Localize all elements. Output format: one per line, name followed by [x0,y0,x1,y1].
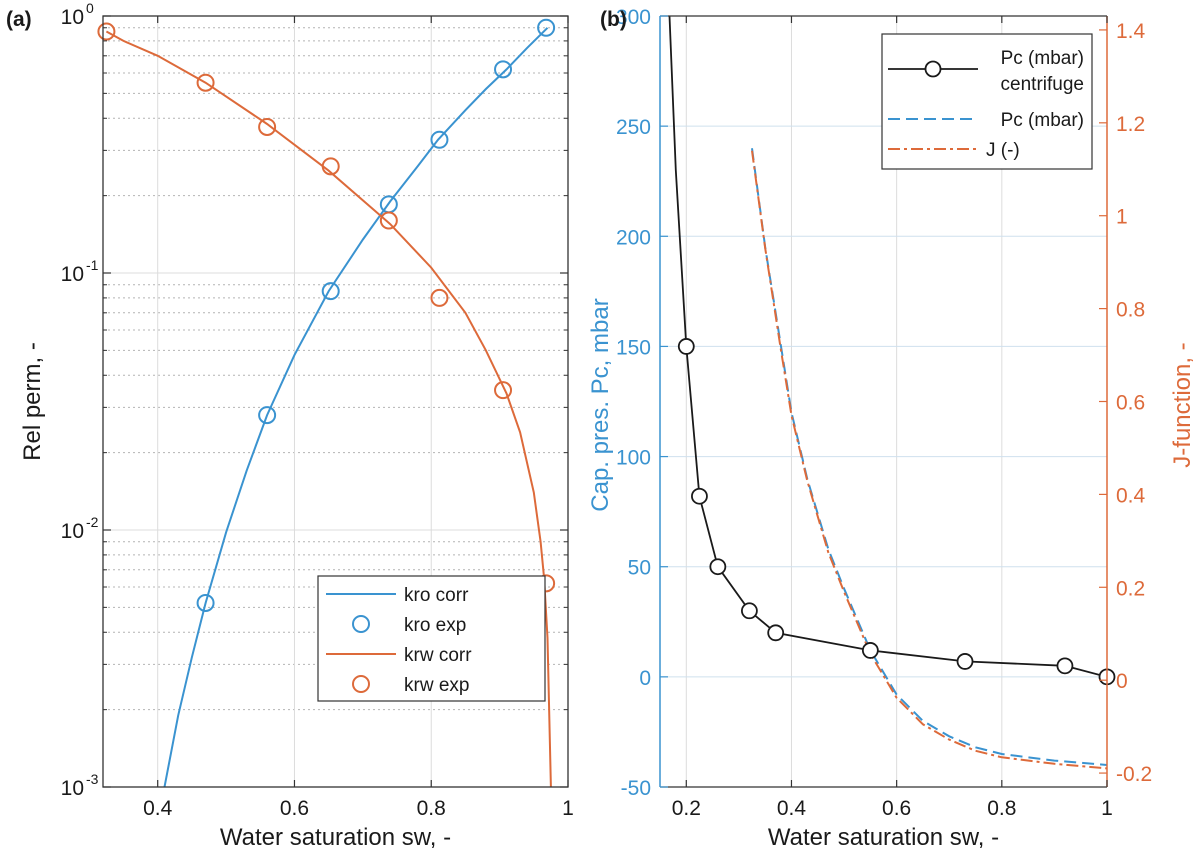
y-tick-label: 0 [639,667,651,690]
data-point-pc-centrifuge [709,558,727,576]
y-tick-label-base: 10 [61,777,84,800]
legend-entry-label: J (-) [986,140,1020,161]
data-point-kro-exp [537,18,556,37]
series-line-pc-mbar--1 [751,148,1107,766]
y-tick-label: 250 [616,116,651,139]
data-point-krw-exp [196,73,215,92]
y-tick-label-exponent: -3 [86,771,99,787]
series-line-j--2 [751,150,1107,770]
y2-tick-label: 1.4 [1116,20,1146,43]
y2-tick-label: 0.6 [1116,392,1145,415]
x-tick-label: 1 [562,797,574,820]
y-tick-label-exponent: -1 [86,257,99,273]
legend-entry-label: krw corr [404,645,472,666]
x-axis-label-a: Water saturation sw, - [220,824,451,851]
y-tick-label: 100 [616,447,651,470]
y2-tick-label: 0.2 [1116,577,1145,600]
panel-label-a: (a) [6,8,32,31]
data-point-krw-exp [321,157,340,176]
legend-entry-label: kro exp [404,615,466,636]
panel-label-b: (b) [600,8,627,31]
y-tick-label: 50 [628,557,651,580]
y2-tick-label: 1.2 [1116,113,1145,136]
x-tick-label: 0.6 [882,797,911,820]
y-tick-label-exponent: -2 [86,514,99,530]
y-tick-label-base: 10 [61,520,84,543]
legend-marker-swatch [352,615,370,633]
data-point-kro-exp [196,593,215,612]
data-point-pc-centrifuge [767,624,785,642]
data-point-pc-centrifuge [861,642,879,659]
x-tick-label: 0.4 [777,797,807,820]
x-axis-label-b: Water saturation sw, - [768,824,999,851]
y-tick-label-exponent: 0 [86,0,94,16]
legend-entry-label: krw exp [404,675,469,696]
axes-frame-a [102,15,569,788]
series-line-krw-corr [105,30,552,787]
data-point-krw-exp [258,117,277,136]
data-point-kro-exp [494,60,513,79]
data-point-krw-exp [430,288,449,307]
y-tick-label: 200 [616,226,651,249]
series-line-kro-corr [163,27,549,787]
plot-area-a [105,27,552,787]
x-tick-label: 1 [1101,797,1113,820]
legend-marker-swatch [352,675,370,693]
legend-box-a [317,575,546,702]
data-point-pc-centrifuge [741,602,758,620]
data-point-pc-centrifuge [956,653,974,670]
x-tick-label: 0.8 [987,797,1016,820]
y2-tick-label: 1 [1116,206,1128,229]
legend-entry-label: Pc (mbar) [1001,48,1084,69]
y2-tick-label: -0.2 [1116,763,1152,786]
data-point-krw-exp [379,211,398,230]
legend-box-b [881,33,1093,170]
y2-tick-label: 0 [1116,670,1128,693]
legend-a: kro corr kro exp krw corr krw exp [317,575,546,702]
y-tick-label: 150 [616,336,651,359]
legend-entry-label: Pc (mbar) [1001,110,1084,131]
x-tick-label: 0.2 [672,797,701,820]
data-point-kro-exp [430,130,449,149]
y2-tick-label: 0.8 [1116,299,1145,322]
x-tick-label: 0.6 [280,797,309,820]
legend-entry-label-line2: centrifuge [1001,74,1084,95]
data-point-pc-centrifuge [1056,657,1074,675]
data-point-krw-exp [494,381,513,400]
legend-b: Pc (mbar) centrifuge Pc (mbar) J (-) [881,33,1093,170]
y-tick-label-base: 10 [61,263,84,286]
legend-entry-label: kro corr [404,585,469,606]
data-point-pc-centrifuge [677,338,695,355]
legend-marker-swatch [924,60,942,78]
x-tick-label: 0.8 [417,797,446,820]
y2-axis-label-b: J-function, - [1169,342,1196,467]
y-tick-label: 300 [616,6,651,29]
y-axis-label-a: Rel perm, - [19,342,46,461]
data-point-pc-centrifuge [691,487,708,505]
data-point-kro-exp [258,406,277,425]
data-point-krw-exp [97,22,116,41]
y-axis-label-b: Cap. pres. Pc, mbar [587,298,614,511]
y-tick-label: -50 [621,777,651,800]
panel-b-capillary-pressure-chart: 0.2 0.4 0.6 0.8 1 -50 0 50 100 150 200 250 300 -0.2 0 0… [587,6,1196,851]
x-tick-label: 0.4 [143,797,173,820]
y2-tick-label: 0.4 [1116,484,1146,507]
y-tick-label-base: 10 [61,6,84,29]
data-point-kro-exp [321,282,340,301]
